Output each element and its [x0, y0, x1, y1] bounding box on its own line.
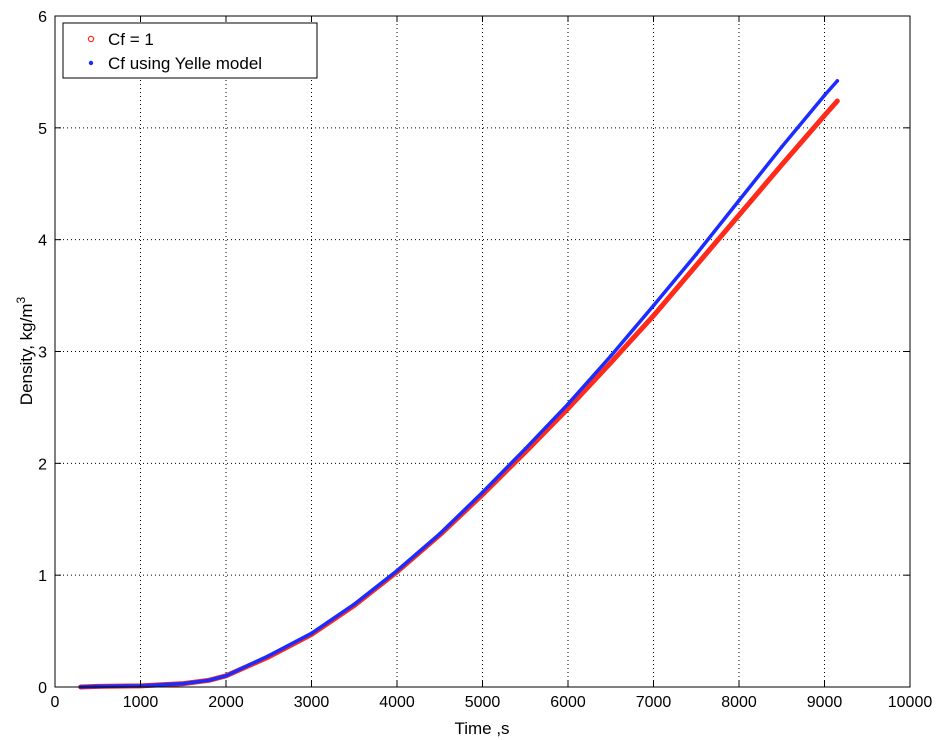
data-point-yelle: [822, 93, 827, 98]
data-point-yelle: [309, 631, 314, 636]
y-axis-title: Density, kg/m3: [14, 296, 36, 405]
data-point-yelle: [651, 303, 656, 308]
x-tick-label: 6000: [550, 694, 586, 711]
data-point-cf1: [822, 113, 827, 118]
legend-box: [62, 22, 318, 79]
series-layer: [78, 79, 840, 690]
legend-label-cf1: Cf = 1: [108, 30, 154, 49]
y-tick-label: 5: [38, 121, 47, 138]
x-tick-label: 3000: [294, 694, 330, 711]
tick-labels: 0 1000 2000 3000 4000 5000 6000 7000 8000 9000 100…: [38, 9, 932, 711]
y-tick-label: 1: [38, 568, 47, 585]
y-axis-title-base: Density, kg/m: [17, 303, 36, 405]
x-tick-label: 4000: [379, 694, 415, 711]
grid-lines: [55, 16, 910, 687]
x-axis-title: Time ,s: [454, 719, 509, 738]
legend: Cf = 1 Cf using Yelle model: [62, 22, 318, 79]
data-point-yelle: [266, 653, 271, 658]
x-tick-label: 1000: [123, 694, 159, 711]
legend-marker-cf1: [87, 35, 95, 43]
y-tick-label: 6: [38, 9, 47, 26]
x-tick-label: 10000: [888, 694, 933, 711]
y-tick-label: 0: [38, 680, 47, 697]
data-point-yelle: [181, 681, 186, 686]
y-axis-title-superscript: 3: [14, 296, 28, 303]
data-point-yelle: [566, 402, 570, 406]
data-point-yelle: [207, 678, 211, 683]
data-point-yelle: [779, 145, 784, 149]
data-point-yelle: [523, 446, 528, 451]
data-point-yelle: [395, 568, 399, 573]
data-point-yelle: [835, 79, 840, 83]
data-point-yelle: [352, 602, 357, 607]
data-point-cf1: [608, 360, 613, 365]
x-tick-label: 0: [51, 694, 60, 711]
data-point-cf1: [779, 162, 784, 167]
ticks: [54, 15, 911, 688]
legend-marker-yelle: [88, 60, 94, 66]
data-point-cf1: [694, 263, 699, 268]
data-point-yelle: [737, 198, 741, 203]
x-tick-label: 5000: [465, 694, 501, 711]
x-tick-label: 8000: [721, 694, 757, 711]
data-point-cf1: [835, 98, 840, 104]
data-point-cf1: [651, 313, 656, 318]
x-tick-label: 9000: [807, 694, 843, 711]
data-point-yelle: [437, 531, 442, 536]
legend-label-yelle: Cf using Yelle model: [108, 54, 262, 73]
x-tick-label: 2000: [208, 694, 244, 711]
data-point-yelle: [694, 252, 699, 257]
data-point-yelle: [480, 490, 485, 495]
x-tick-label: 7000: [636, 694, 672, 711]
y-tick-label: 2: [38, 456, 47, 473]
y-tick-label: 4: [38, 233, 47, 250]
data-point-cf1: [736, 212, 742, 218]
y-tick-label: 3: [38, 345, 47, 362]
data-point-yelle: [95, 684, 100, 689]
data-point-yelle: [608, 354, 613, 358]
data-point-yelle: [224, 674, 228, 678]
